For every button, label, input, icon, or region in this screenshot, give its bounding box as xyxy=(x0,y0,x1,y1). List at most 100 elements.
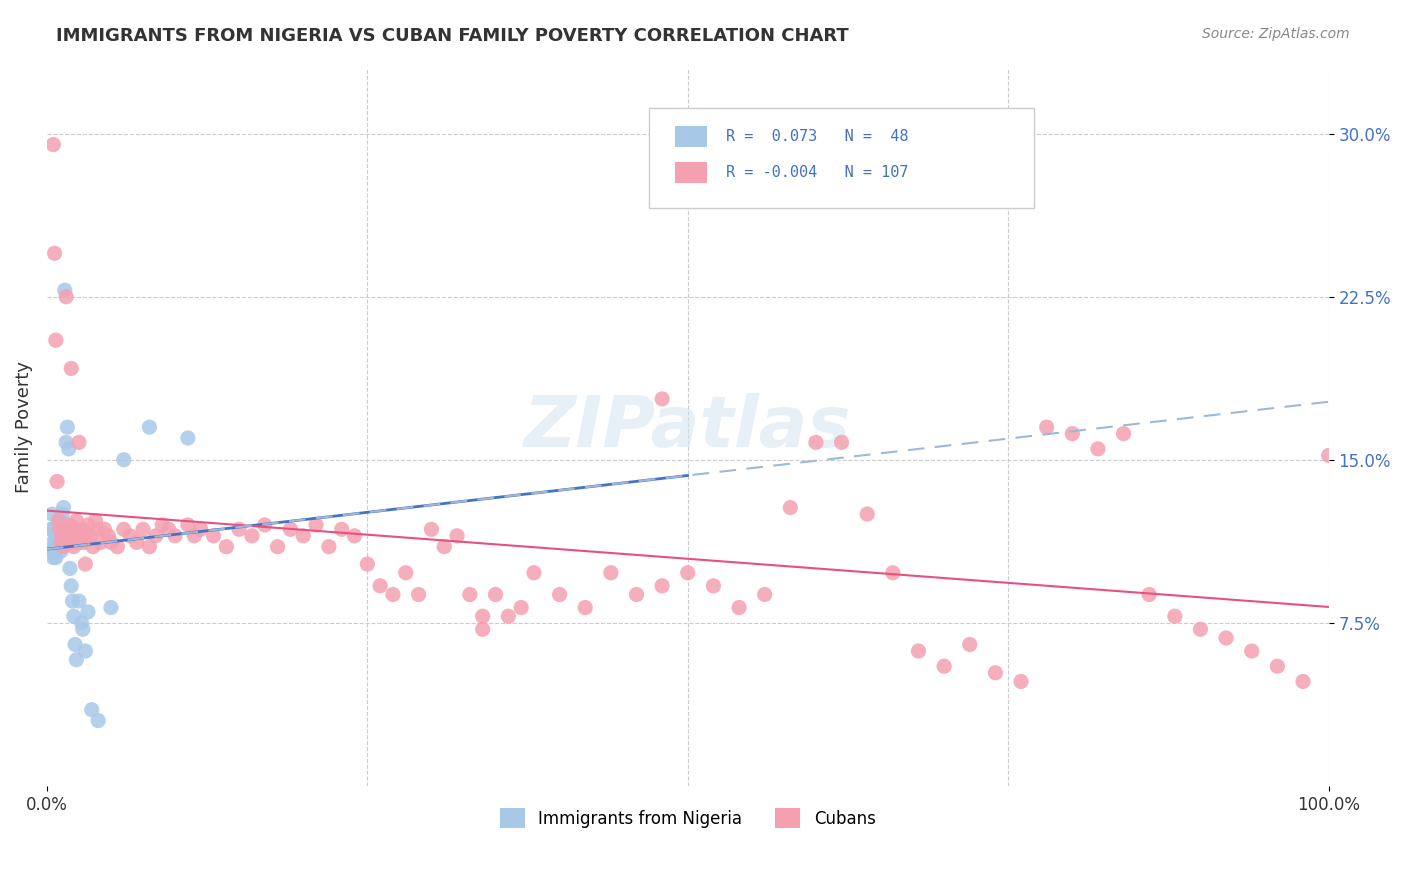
Point xyxy=(215,540,238,554)
Point xyxy=(125,535,148,549)
Point xyxy=(548,587,571,601)
Point xyxy=(202,529,225,543)
Point xyxy=(69,535,91,549)
Point xyxy=(484,587,506,601)
Point xyxy=(150,518,173,533)
Point xyxy=(728,600,751,615)
Point xyxy=(75,644,97,658)
Point xyxy=(45,333,67,347)
Point xyxy=(395,566,418,580)
Point xyxy=(145,529,167,543)
Point xyxy=(446,529,468,543)
Point xyxy=(46,540,69,554)
Point xyxy=(51,522,73,536)
Point xyxy=(292,529,315,543)
Point xyxy=(318,540,340,554)
Point xyxy=(51,507,73,521)
Point xyxy=(73,535,96,549)
Text: R = -0.004   N = 107: R = -0.004 N = 107 xyxy=(727,165,908,180)
Point xyxy=(48,529,70,543)
Point xyxy=(49,544,72,558)
Point xyxy=(523,566,546,580)
Point xyxy=(574,600,596,615)
Point xyxy=(1240,644,1263,658)
Point xyxy=(49,529,72,543)
Point xyxy=(1164,609,1187,624)
Point xyxy=(779,500,801,515)
Point xyxy=(79,529,101,543)
Point xyxy=(433,540,456,554)
Point xyxy=(599,566,621,580)
Point xyxy=(1062,426,1084,441)
Point xyxy=(240,529,263,543)
Point xyxy=(67,435,90,450)
Point xyxy=(48,514,70,528)
Point xyxy=(1292,674,1315,689)
Point xyxy=(458,587,481,601)
Point xyxy=(77,518,100,533)
Point xyxy=(62,594,84,608)
Point xyxy=(100,535,122,549)
Point xyxy=(52,540,75,554)
Text: IMMIGRANTS FROM NIGERIA VS CUBAN FAMILY POVERTY CORRELATION CHART: IMMIGRANTS FROM NIGERIA VS CUBAN FAMILY … xyxy=(56,27,849,45)
Point xyxy=(93,522,115,536)
Point xyxy=(356,557,378,571)
Point xyxy=(56,522,79,536)
Point xyxy=(228,522,250,536)
Legend: Immigrants from Nigeria, Cubans: Immigrants from Nigeria, Cubans xyxy=(494,801,883,835)
Point xyxy=(49,514,72,528)
Point xyxy=(183,529,205,543)
Point xyxy=(58,442,80,456)
Point xyxy=(62,540,84,554)
Point xyxy=(46,522,69,536)
Text: ZIPatlas: ZIPatlas xyxy=(524,392,852,462)
Point xyxy=(330,522,353,536)
Point xyxy=(41,507,63,521)
Point xyxy=(112,522,135,536)
Point xyxy=(280,522,302,536)
Point xyxy=(48,529,70,543)
Point xyxy=(408,587,430,601)
FancyBboxPatch shape xyxy=(675,161,707,183)
Point xyxy=(39,522,62,536)
Point xyxy=(60,361,83,376)
Point xyxy=(48,535,70,549)
Point xyxy=(56,420,79,434)
Point xyxy=(90,535,112,549)
Point xyxy=(51,529,73,543)
Point xyxy=(651,392,673,406)
Point xyxy=(70,615,93,630)
Point xyxy=(471,609,494,624)
Point xyxy=(44,246,66,260)
Point xyxy=(97,529,120,543)
Point xyxy=(177,431,200,445)
Point xyxy=(702,579,724,593)
Point xyxy=(87,714,110,728)
Point xyxy=(253,518,276,533)
Point xyxy=(305,518,328,533)
Y-axis label: Family Poverty: Family Poverty xyxy=(15,361,32,493)
Point xyxy=(55,435,77,450)
Point xyxy=(52,529,75,543)
Point xyxy=(45,550,67,565)
Point xyxy=(471,622,494,636)
Point xyxy=(676,566,699,580)
Point xyxy=(63,638,86,652)
Point xyxy=(984,665,1007,680)
Point xyxy=(105,540,128,554)
Point xyxy=(59,561,82,575)
Text: R =  0.073   N =  48: R = 0.073 N = 48 xyxy=(727,129,908,145)
Point xyxy=(1035,420,1057,434)
Point xyxy=(62,609,84,624)
Point xyxy=(72,622,94,636)
Point xyxy=(959,638,981,652)
Point xyxy=(100,600,122,615)
Point xyxy=(882,566,904,580)
Point xyxy=(45,529,67,543)
Point xyxy=(53,283,76,297)
Point xyxy=(831,435,853,450)
Point xyxy=(42,137,65,152)
FancyBboxPatch shape xyxy=(675,126,707,147)
Point xyxy=(907,644,929,658)
Point xyxy=(1010,674,1032,689)
